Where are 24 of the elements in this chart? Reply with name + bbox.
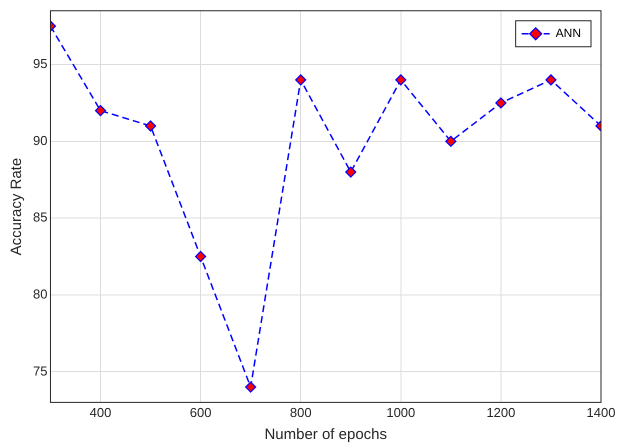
x-tick-label: 600 <box>190 404 212 420</box>
point <box>195 250 206 262</box>
point <box>345 166 356 178</box>
y-tick-label: 85 <box>32 210 48 225</box>
point <box>545 74 557 86</box>
point <box>94 105 106 116</box>
point <box>245 381 256 393</box>
point <box>495 97 506 109</box>
x-tick-label: 1000 <box>386 404 416 420</box>
y-tick-label: 90 <box>32 132 48 148</box>
x-axis-title: Number of epochs <box>264 426 388 444</box>
x-tick-label: 800 <box>290 404 312 420</box>
y-axis-title: Accuracy Rate <box>8 158 26 256</box>
point <box>144 120 156 132</box>
x-tick-label: 400 <box>90 404 112 420</box>
x-tick-label: 1200 <box>486 404 516 420</box>
x-tick-label: 1400 <box>586 404 616 420</box>
point <box>445 136 456 147</box>
y-tick-label: 75 <box>32 363 48 378</box>
legend-label: ANN <box>556 26 582 40</box>
y-tick-label: 80 <box>32 286 48 302</box>
y-tick-label: 95 <box>32 56 48 72</box>
point <box>395 74 406 86</box>
point <box>295 74 306 86</box>
